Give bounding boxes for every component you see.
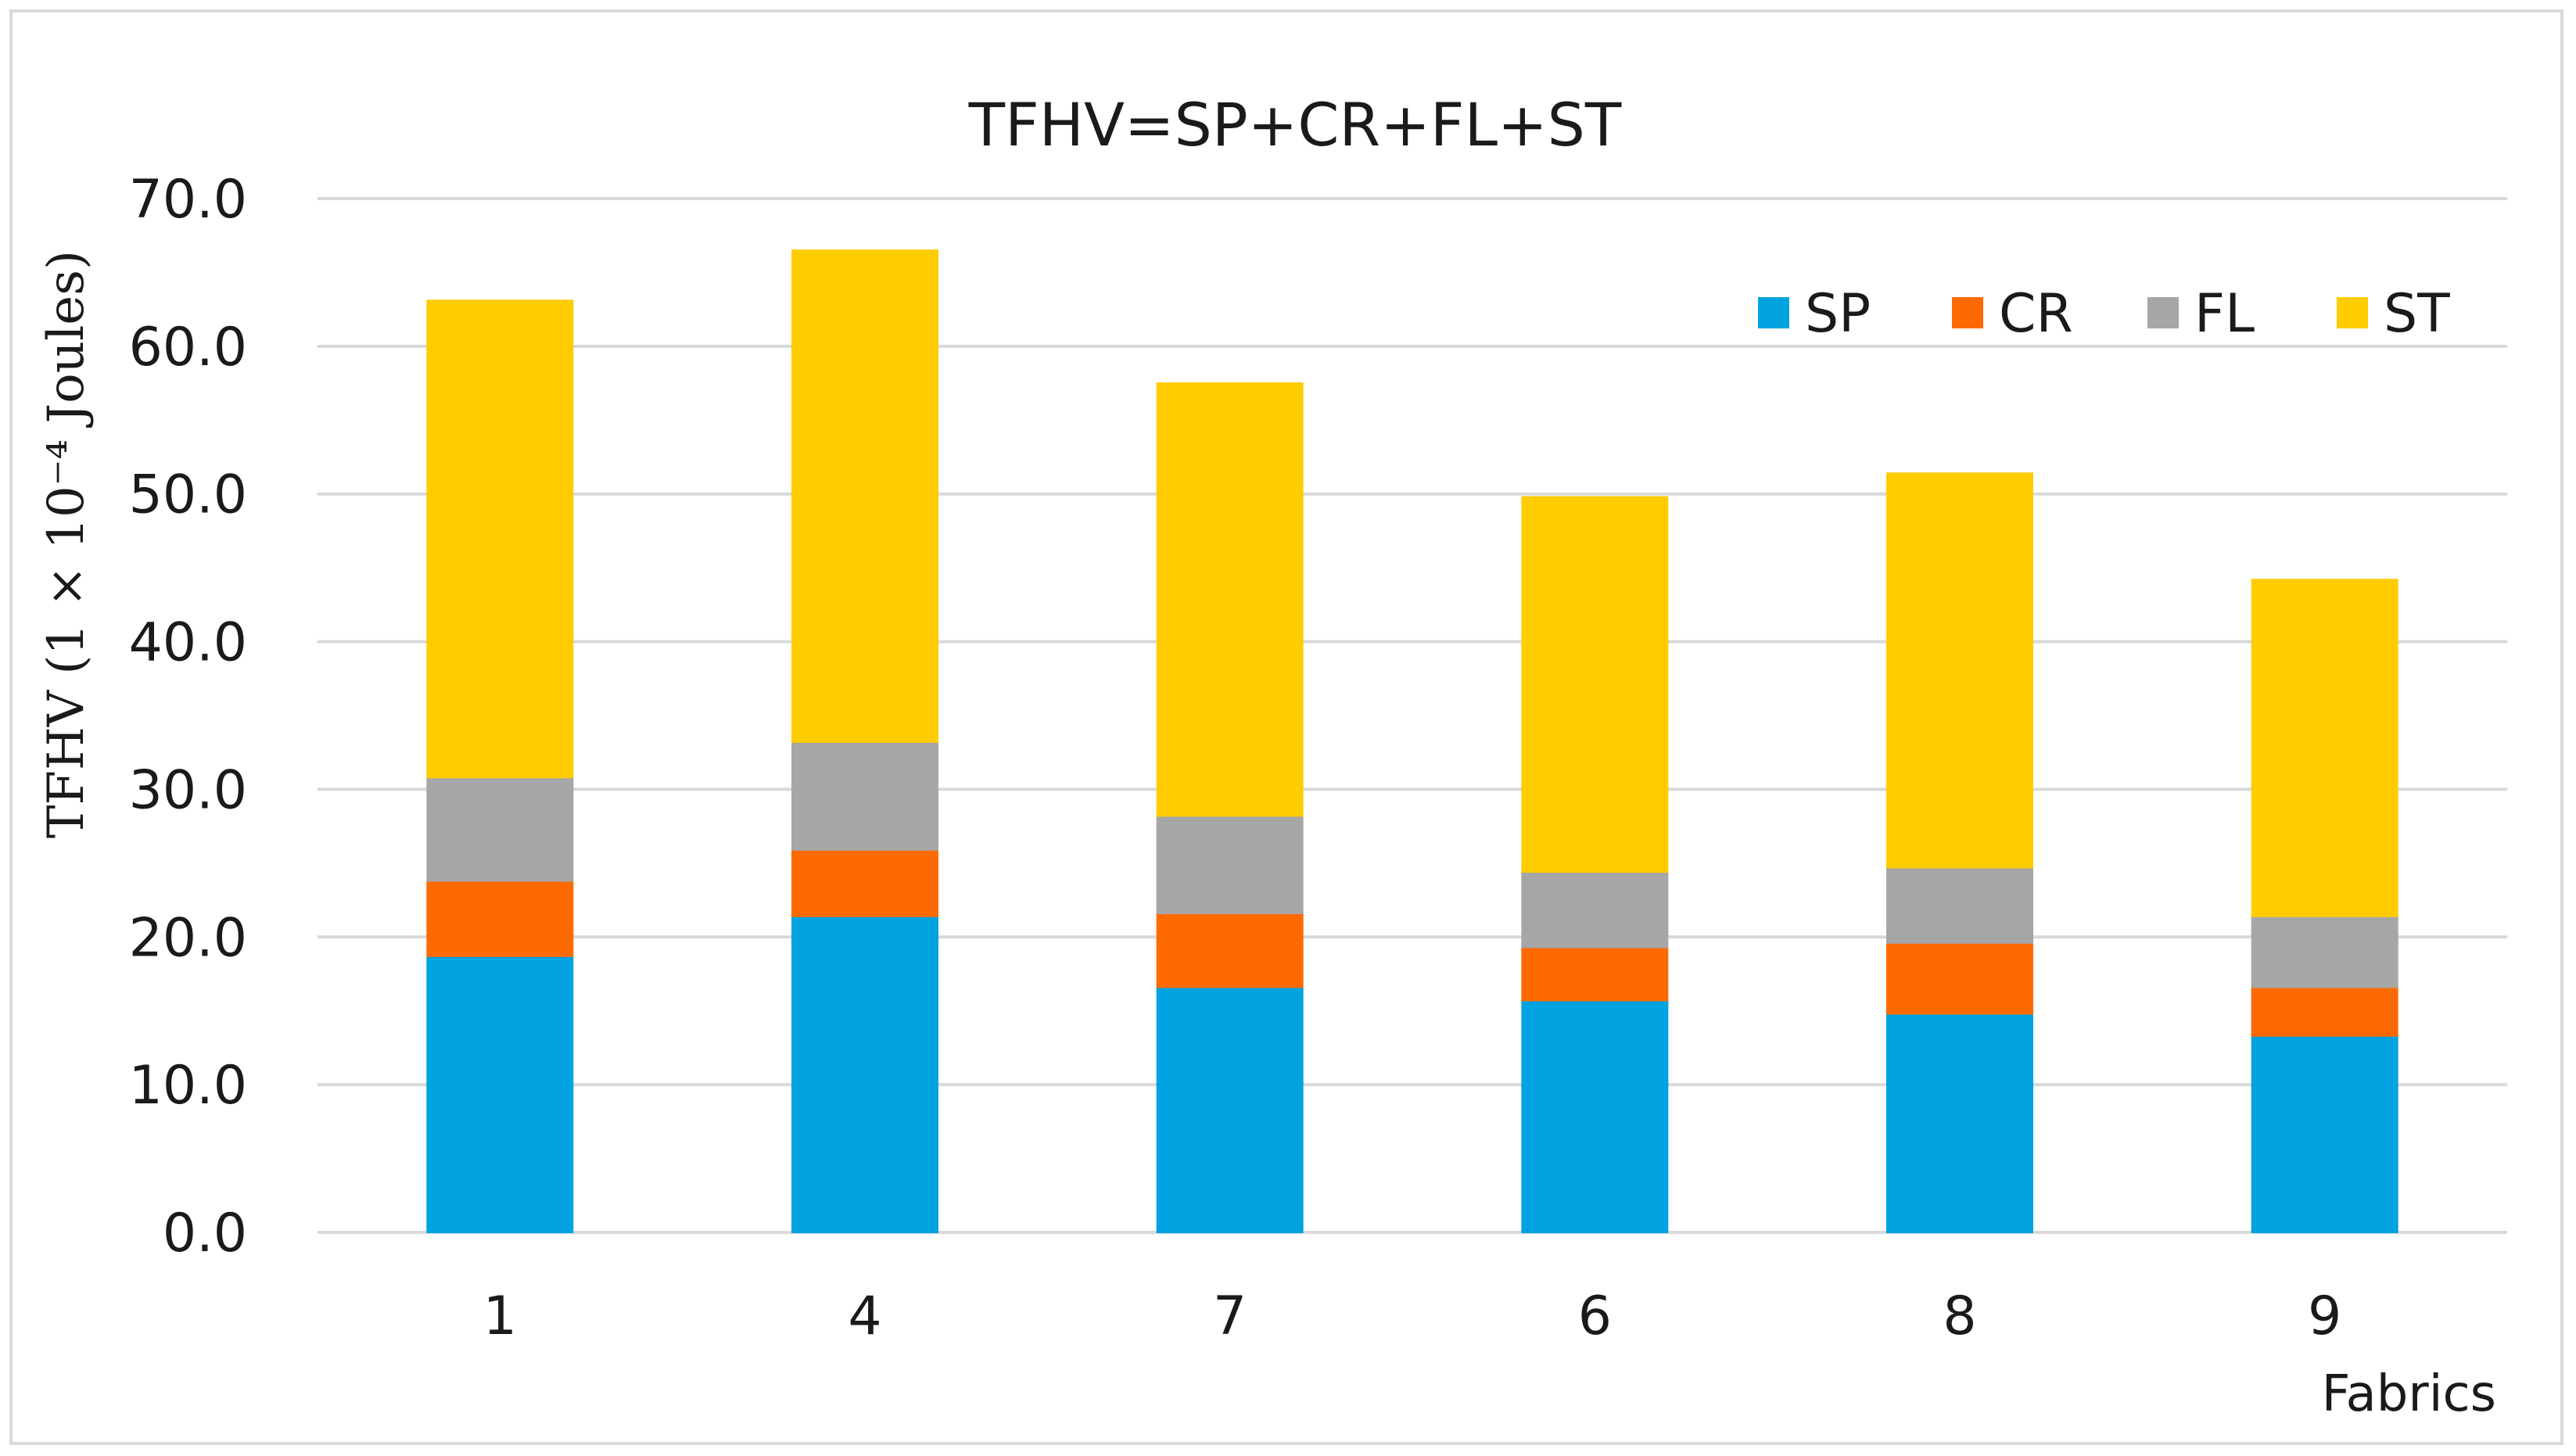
bars xyxy=(426,249,2398,1234)
x-tick-label: 8 xyxy=(1943,1286,1976,1347)
bar-cr-7 xyxy=(1156,913,1304,988)
bar-fl-7 xyxy=(1156,815,1304,915)
bar-st-1 xyxy=(426,299,574,779)
y-tick-label: 70.0 xyxy=(129,169,247,231)
x-tick-label: 1 xyxy=(483,1286,517,1347)
legend-swatch-fl xyxy=(2147,297,2179,328)
y-tick-label: 10.0 xyxy=(129,1055,247,1117)
bar-st-4 xyxy=(791,249,938,743)
bar-cr-6 xyxy=(1521,946,1669,1002)
bar-cr-8 xyxy=(1886,941,2033,1015)
x-tick-label: 6 xyxy=(1578,1286,1612,1347)
y-tick-label: 20.0 xyxy=(129,907,247,969)
stacked-bar-chart: TFHV=SP+CR+FL+ST 0.0 10.0 20.0 30.0 40.0 50.0… xyxy=(38,90,2507,1423)
bar-st-6 xyxy=(1521,496,1669,873)
bar-st-9 xyxy=(2251,579,2398,917)
y-tick-label: 50.0 xyxy=(129,464,247,526)
x-tick-label: 7 xyxy=(1213,1286,1247,1347)
y-tick-label: 60.0 xyxy=(129,317,247,378)
y-tick-label: 0.0 xyxy=(163,1203,247,1264)
bar-sp-4 xyxy=(791,915,938,1233)
legend-swatch-sp xyxy=(1758,297,1789,328)
gridlines xyxy=(318,197,2507,1234)
x-tick-label: 9 xyxy=(2308,1286,2341,1347)
y-axis-label: TFHV (1 × 10⁻⁴ Joules) xyxy=(38,250,95,838)
bar-fl-4 xyxy=(791,741,938,851)
y-tick-label: 40.0 xyxy=(129,612,247,674)
bar-sp-1 xyxy=(426,955,574,1234)
bar-st-8 xyxy=(1886,472,2033,869)
bar-fl-6 xyxy=(1521,871,1669,949)
bar-sp-9 xyxy=(2251,1035,2398,1233)
bar-st-7 xyxy=(1156,382,1304,817)
bar-sp-8 xyxy=(1886,1013,2033,1234)
bar-sp-6 xyxy=(1521,999,1669,1233)
legend-label-fl: FL xyxy=(2194,283,2255,345)
bar-cr-9 xyxy=(2251,986,2398,1037)
y-tick-label: 30.0 xyxy=(129,759,247,821)
bar-fl-1 xyxy=(426,776,574,882)
legend-swatch-st xyxy=(2337,297,2368,328)
x-axis-label: Fabrics xyxy=(2322,1365,2496,1423)
x-tick-label: 4 xyxy=(848,1286,881,1347)
bar-cr-4 xyxy=(791,848,938,917)
legend-label-st: ST xyxy=(2384,283,2450,345)
legend-swatch-cr xyxy=(1952,297,1983,328)
chart-frame: TFHV=SP+CR+FL+ST 0.0 10.0 20.0 30.0 40.0 50.0… xyxy=(9,9,2563,1445)
bar-fl-8 xyxy=(1886,866,2033,944)
legend-label-sp: SP xyxy=(1805,283,1871,345)
x-tick-labels: 1 4 7 6 8 9 xyxy=(483,1286,2342,1347)
bar-sp-7 xyxy=(1156,986,1304,1234)
bar-fl-9 xyxy=(2251,915,2398,988)
bar-cr-1 xyxy=(426,880,574,957)
legend-label-cr: CR xyxy=(1999,283,2073,345)
chart-title: TFHV=SP+CR+FL+ST xyxy=(968,90,1622,160)
y-tick-labels: 0.0 10.0 20.0 30.0 40.0 50.0 60.0 70.0 xyxy=(129,169,247,1264)
legend: SP CR FL ST xyxy=(1758,283,2450,345)
